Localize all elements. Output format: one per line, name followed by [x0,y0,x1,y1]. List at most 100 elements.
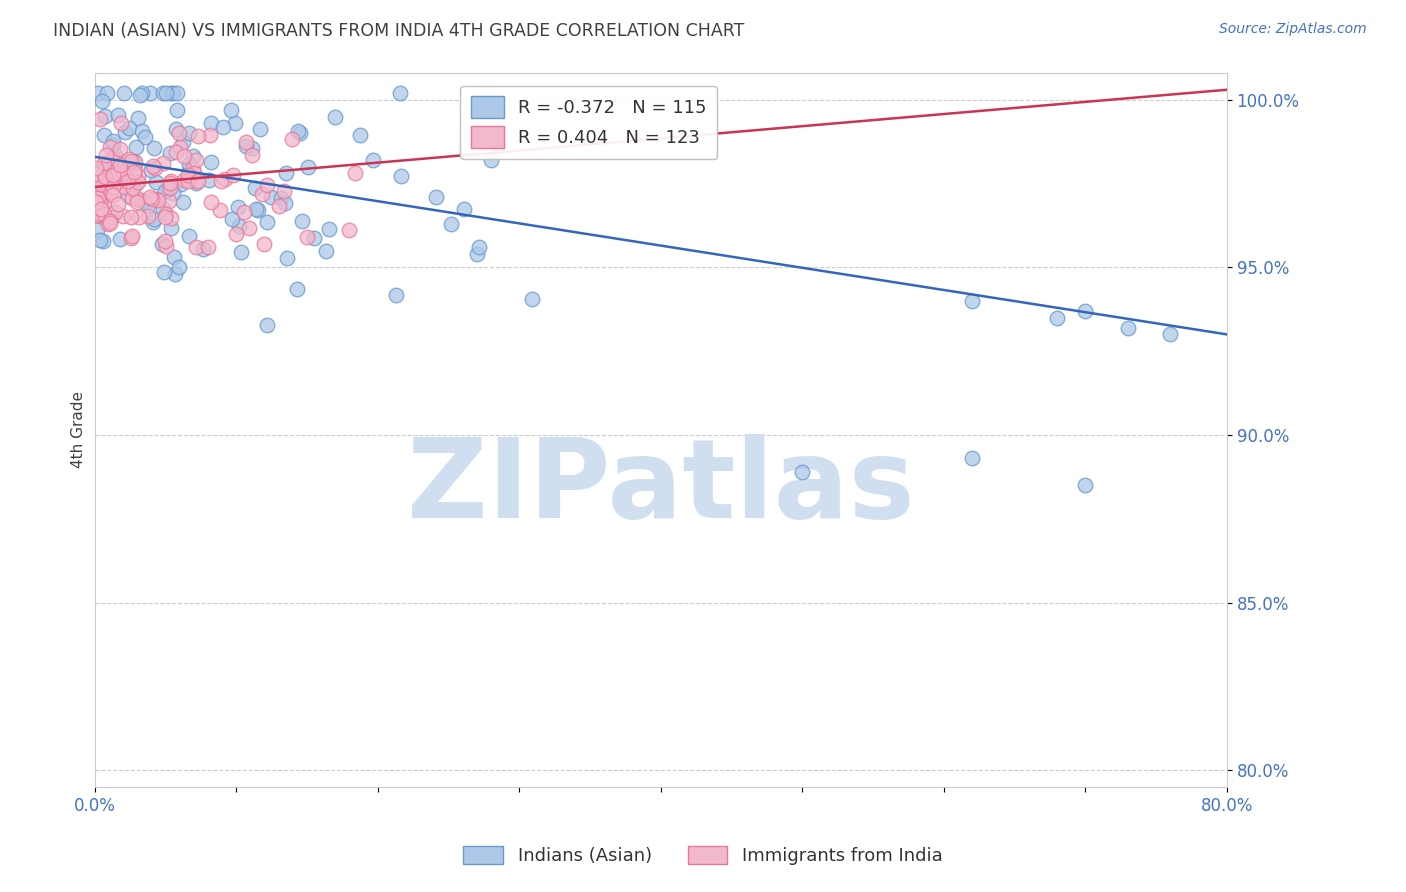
Point [163,267,186,281]
Point [120,182,142,196]
Point [117,189,139,203]
Point [235,138,257,153]
Point [792,465,814,479]
Point [1116,320,1139,334]
Point [385,288,408,302]
Point [125,140,148,154]
Point [139,86,162,100]
Point [1159,327,1181,342]
Point [256,215,278,229]
Point [256,318,278,332]
Point [229,245,252,260]
Point [93,169,115,184]
Point [155,207,177,221]
Point [98,216,121,230]
Point [108,142,131,156]
Point [124,153,146,168]
Point [84,186,107,200]
Point [110,116,132,130]
Point [297,160,319,174]
Point [488,140,510,154]
Point [89,194,111,209]
Point [287,124,309,138]
Point [160,221,183,235]
Point [155,238,177,252]
Point [91,234,114,248]
Point [93,169,115,184]
Point [145,192,167,206]
Point [125,176,148,190]
Text: ZIPatlas: ZIPatlas [406,434,915,541]
Point [425,190,447,204]
Point [121,190,143,204]
Point [389,169,412,183]
Point [1046,310,1069,325]
Point [142,211,165,226]
Point [141,192,163,206]
Point [112,179,135,194]
Point [98,214,121,228]
Point [337,223,360,237]
Point [177,164,200,178]
Point [222,169,245,183]
Point [183,166,205,180]
Legend: Indians (Asian), Immigrants from India: Indians (Asian), Immigrants from India [456,838,950,872]
Point [960,293,983,308]
Point [86,208,108,222]
Point [131,194,153,209]
Point [114,125,136,139]
Point [276,165,298,179]
Point [84,167,107,181]
Point [127,192,149,206]
Point [86,165,108,179]
Point [152,155,174,169]
Point [166,103,188,117]
Point [285,282,308,296]
Point [276,251,298,265]
Point [198,128,221,143]
Point [89,207,111,221]
Point [465,246,488,260]
Point [98,139,121,153]
Point [349,128,371,143]
Point [179,156,201,170]
Point [86,164,108,178]
Point [127,111,149,125]
Point [143,161,166,175]
Point [86,174,108,188]
Point [96,86,118,100]
Point [169,178,191,192]
Point [94,177,117,191]
Point [152,86,174,100]
Point [136,209,159,223]
Point [108,232,131,246]
Point [221,211,243,226]
Point [389,86,412,100]
Point [169,140,191,154]
Point [187,129,209,144]
Point [200,154,222,169]
Point [86,191,108,205]
Point [103,188,125,202]
Legend: R = -0.372   N = 115, R = 0.404   N = 123: R = -0.372 N = 115, R = 0.404 N = 123 [460,86,717,159]
Point [122,180,145,194]
Point [90,194,112,208]
Point [93,197,115,211]
Point [118,121,141,136]
Point [211,120,233,135]
Point [228,219,250,234]
Point [155,86,177,100]
Point [112,86,135,100]
Point [155,184,177,198]
Text: INDIAN (ASIAN) VS IMMIGRANTS FROM INDIA 4TH GRADE CORRELATION CHART: INDIAN (ASIAN) VS IMMIGRANTS FROM INDIA … [53,22,745,40]
Point [184,177,207,191]
Point [157,194,180,208]
Point [152,236,174,251]
Point [468,239,491,253]
Point [100,186,122,200]
Point [90,94,112,108]
Point [89,233,111,247]
Point [93,156,115,170]
Point [108,158,131,172]
Point [120,211,142,225]
